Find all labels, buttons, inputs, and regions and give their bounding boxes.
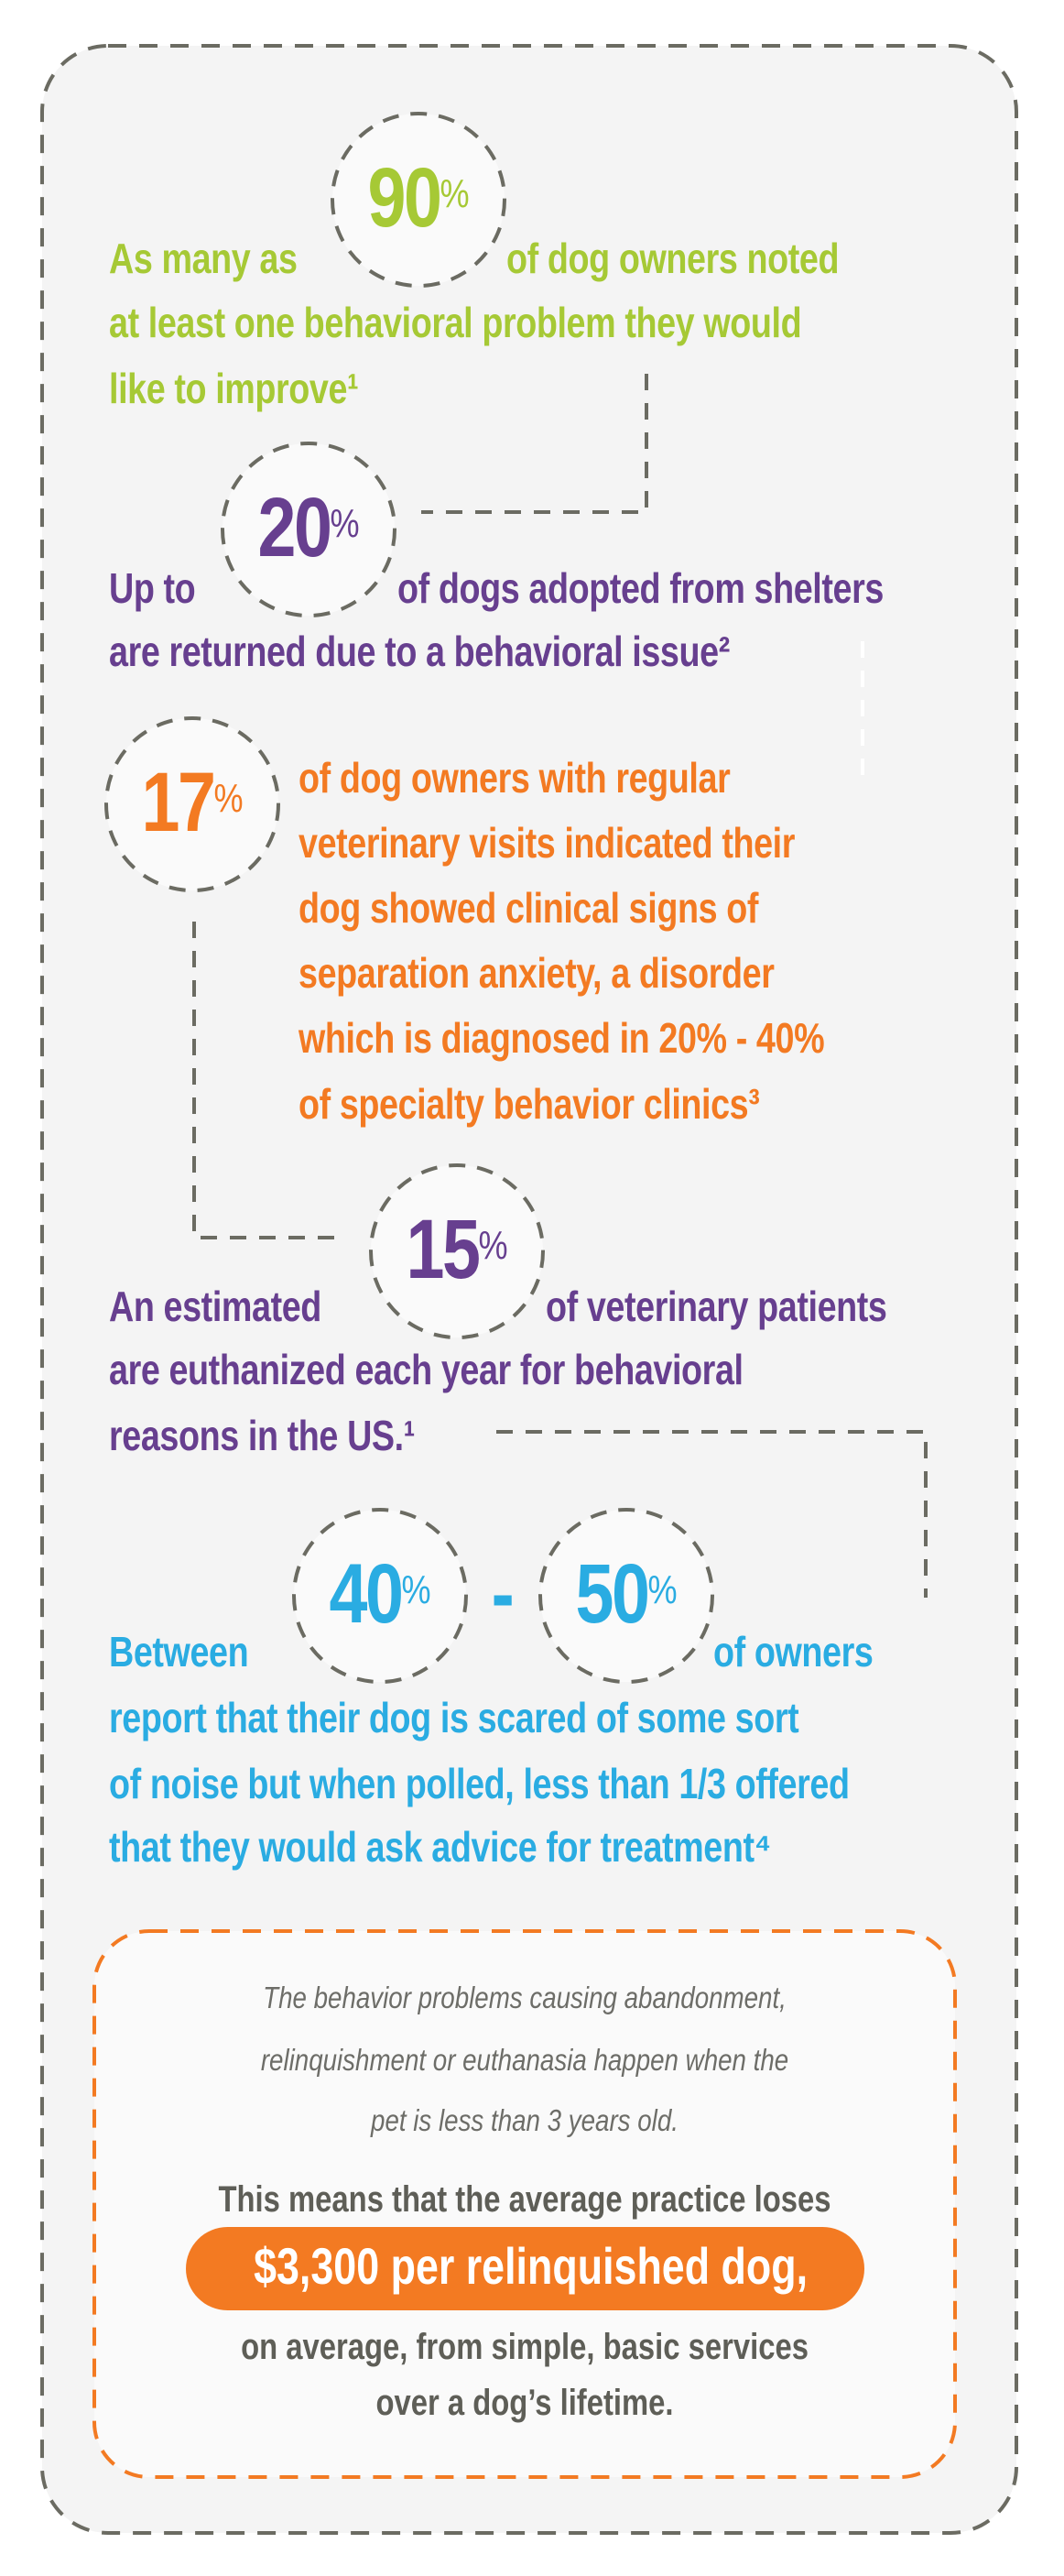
stat-number-15: 15%	[406, 1203, 508, 1296]
stat5-line: of noise but when polled, less than 1/3 …	[109, 1760, 850, 1807]
stat5-line: report that their dog is scared of some …	[109, 1694, 799, 1741]
circle-17	[104, 716, 280, 892]
stat4-line: of veterinary patients	[546, 1283, 887, 1330]
callout-italic-line: pet is less than 3 years old.	[371, 2103, 679, 2137]
stat1-prefix: As many as	[109, 235, 298, 282]
circle-50	[538, 1508, 714, 1684]
highlight-text: $3,300 per relinquished dog,	[254, 2237, 809, 2295]
callout-tail-line: on average, from simple, basic services	[241, 2327, 809, 2367]
stat-number-17: 17%	[141, 756, 244, 849]
callout-tail-line: over a dog’s lifetime.	[375, 2383, 674, 2423]
stat-number-50: 50%	[575, 1547, 678, 1641]
highlight-pill	[186, 2227, 864, 2310]
stat-number-90: 90%	[367, 151, 470, 245]
connector-4-5	[496, 1430, 928, 1598]
circle-40	[292, 1508, 468, 1684]
circle-90	[331, 112, 506, 288]
stat3-line: of dog owners with regular	[299, 754, 731, 802]
callout-italic-line: relinquishment or euthanasia happen when…	[260, 2043, 789, 2077]
stat3-line: which is diagnosed in 20% - 40%	[299, 1014, 825, 1062]
connector-3-4	[192, 922, 341, 1239]
stat-number-40: 40%	[329, 1547, 431, 1641]
stat3-line: dog showed clinical signs of	[299, 884, 759, 932]
stat4-line: are euthanized each year for behavioral	[109, 1346, 744, 1393]
stat2-line: of dogs adopted from shelters	[397, 564, 884, 612]
stat4-line: reasons in the US.¹	[109, 1412, 415, 1459]
stat-number-20: 20%	[257, 481, 360, 574]
stat2-prefix: Up to	[109, 564, 196, 612]
stat1-line: like to improve¹	[109, 365, 359, 412]
stat3-line: veterinary visits indicated their	[299, 819, 796, 867]
stat1-line: of dog owners noted	[506, 235, 840, 282]
stat1-line: at least one behavioral problem they wou…	[109, 299, 802, 346]
callout-box	[92, 1929, 957, 2479]
stat3-line: separation anxiety, a disorder	[299, 949, 775, 997]
circle-15	[369, 1163, 545, 1339]
callout-italic-line: The behavior problems causing abandonmen…	[263, 1981, 787, 2014]
stat5-line: that they would ask advice for treatment…	[109, 1823, 771, 1871]
range-separator: -	[491, 1547, 515, 1641]
stat5-line: of owners	[713, 1628, 874, 1675]
callout-lead: This means that the average practice los…	[218, 2179, 831, 2220]
circle-20	[221, 442, 396, 617]
stat2-line: are returned due to a behavioral issue²	[109, 628, 730, 675]
stat4-prefix: An estimated	[109, 1283, 321, 1330]
stat3-line: of specialty behavior clinics³	[299, 1080, 760, 1128]
stat5-prefix: Between	[109, 1628, 249, 1675]
